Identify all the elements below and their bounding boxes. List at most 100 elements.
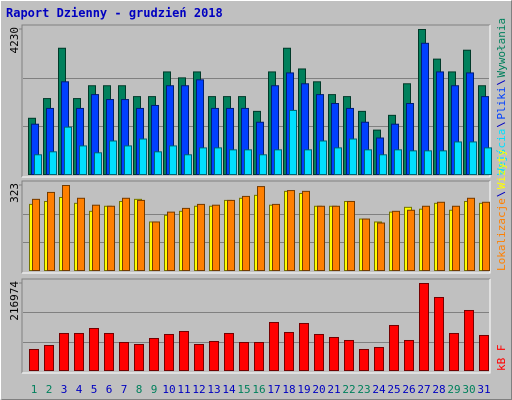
x-tick-label: 30 (462, 383, 475, 396)
bar (154, 151, 162, 176)
bar (257, 186, 265, 271)
x-tick-label: 16 (252, 383, 265, 396)
panel-border-dark (21, 180, 490, 273)
bar (199, 147, 207, 176)
bar (449, 332, 459, 372)
bar (134, 343, 144, 371)
bar (184, 154, 192, 176)
x-tick-label: 2 (46, 383, 53, 396)
x-tick-label: 5 (91, 383, 98, 396)
bar (224, 332, 234, 372)
x-tick-label: 24 (372, 383, 386, 396)
x-tick-label: 22 (342, 383, 355, 396)
bar (32, 198, 40, 271)
x-tick-label: 9 (151, 383, 158, 396)
bar (59, 332, 69, 372)
panel-border-light (22, 279, 491, 374)
bar (244, 149, 252, 176)
y-tick-label: 323 (8, 183, 21, 203)
legend-entry: Wizyty (495, 149, 508, 189)
x-tick-label: 18 (282, 383, 295, 396)
bar (229, 149, 237, 176)
x-tick-label: 23 (357, 383, 370, 396)
bar (34, 154, 42, 176)
legend-entry: Pliki (495, 87, 508, 120)
bar (119, 341, 129, 371)
x-tick-label: 6 (106, 383, 113, 396)
bar (169, 145, 177, 176)
bar (289, 109, 297, 175)
bar (317, 205, 325, 272)
bar (254, 341, 264, 371)
bar (409, 150, 417, 176)
bar (479, 334, 489, 371)
panel-border-dark (21, 24, 490, 177)
bar (29, 348, 39, 371)
bar (464, 309, 474, 372)
bar (437, 201, 445, 271)
bar (287, 190, 295, 271)
bar (149, 337, 159, 372)
bar (107, 205, 115, 272)
bar (332, 205, 340, 272)
bar (137, 199, 145, 271)
bar (47, 191, 55, 272)
x-tick-label: 31 (477, 383, 490, 396)
x-tick-label: 17 (267, 383, 280, 396)
x-tick-label: 19 (297, 383, 310, 396)
bar (349, 138, 357, 175)
bar (407, 209, 415, 272)
bar (319, 140, 327, 175)
x-tick-label: 7 (121, 383, 128, 396)
legend-entry: kB F (495, 345, 508, 372)
bar (454, 141, 462, 175)
bar (197, 203, 205, 271)
bar (439, 150, 447, 176)
y-tick-label: 216974 (8, 281, 21, 321)
page-title: Raport Dzienny - grudzień 2018 (6, 6, 223, 20)
x-tick-label: 12 (192, 383, 205, 396)
bar (74, 332, 84, 372)
bar (62, 185, 70, 271)
bar (227, 199, 235, 271)
legend-entry: Wejścia (495, 129, 508, 175)
bar (92, 204, 100, 271)
x-tick-label: 11 (177, 383, 190, 396)
bar (49, 151, 57, 176)
x-tick-label: 25 (387, 383, 400, 396)
bar (304, 149, 312, 176)
bar (122, 197, 130, 271)
x-tick-label: 13 (207, 383, 220, 396)
panel-border-dark (21, 278, 490, 373)
bar (364, 149, 372, 176)
bar (362, 218, 370, 271)
bar (392, 210, 400, 272)
x-tick-label: 3 (61, 383, 68, 396)
bar (152, 221, 160, 271)
bar (194, 343, 204, 371)
bar (329, 336, 339, 371)
x-tick-label: 28 (432, 383, 445, 396)
bar (359, 348, 369, 371)
x-tick-label: 8 (136, 383, 143, 396)
bar (299, 322, 309, 372)
bar (374, 346, 384, 372)
bar (314, 333, 324, 371)
bar (239, 341, 249, 371)
bar (139, 138, 147, 175)
bar (284, 331, 294, 372)
bar (419, 283, 429, 371)
x-tick-label: 21 (327, 383, 340, 396)
bar (467, 197, 475, 271)
x-tick-label: 27 (417, 383, 430, 396)
bar (109, 140, 117, 175)
bar (104, 332, 114, 372)
bar (214, 147, 222, 176)
bar (209, 340, 219, 372)
bar (242, 195, 250, 271)
x-tick-label: 15 (237, 383, 250, 396)
bar (64, 126, 72, 176)
x-tick-label: 10 (162, 383, 175, 396)
bar (347, 200, 355, 271)
